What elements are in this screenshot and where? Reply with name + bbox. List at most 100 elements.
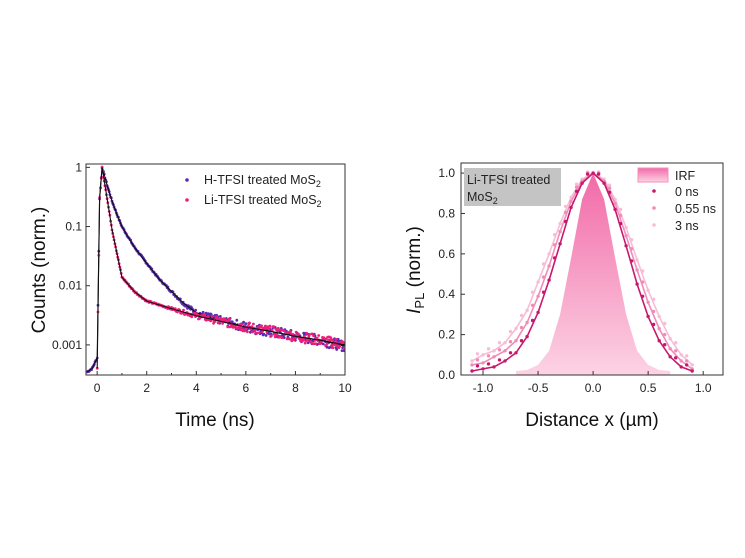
data-point [240,322,243,326]
data-point [663,332,667,337]
annotation-line2: MoS2 [467,190,498,206]
data-point [475,352,480,356]
data-point [618,213,623,218]
y-tick-label: 0.01 [59,279,83,293]
y-tick-label: 0.001 [52,338,82,352]
data-point [267,332,271,336]
axes-frame [85,163,346,376]
data-point [270,328,274,332]
data-point [330,344,333,348]
data-point [288,337,291,341]
x-tick-label: -1.0 [473,381,494,395]
data-point [624,244,628,248]
data-point [329,336,333,339]
data-point [574,189,579,193]
data-point [635,258,639,262]
data-point [530,290,535,294]
data-point [497,358,502,362]
data-point [297,332,300,336]
y-tick-label: 0.1 [65,220,82,234]
legend-marker-0ns [652,189,656,193]
data-point [201,310,205,314]
data-point [203,313,207,317]
data-point [640,269,645,273]
data-point [525,320,529,325]
profile-chart: -1.0 -0.5 0.0 0.5 1.0 0.0 0.2 0.4 0.6 0.8 1.0 [438,162,724,395]
data-point [503,359,507,363]
data-point [342,347,345,351]
legend-marker-055ns [652,206,656,210]
data-point [541,290,546,294]
data-point [624,225,628,230]
plot-area [470,170,694,375]
data-point [333,343,337,347]
data-point [646,288,650,292]
data-point [318,342,322,345]
data-point [503,349,507,353]
data-point [563,219,568,224]
data-point [306,341,310,345]
decay-chart: 0 2 4 6 8 10 0.001 0.01 0.1 1 [52,160,352,395]
data-point [580,181,584,185]
x-tick-label: 4 [193,381,200,395]
legend-label-3ns: 3 ns [675,219,699,233]
data-point [276,329,279,333]
data-point [492,365,496,369]
data-point [315,336,319,340]
data-point [563,204,568,209]
data-point [250,325,254,329]
data-point [514,351,518,355]
data-point [486,347,491,351]
data-point [552,243,557,247]
data-point [690,369,694,373]
data-point [547,252,551,256]
data-point [475,358,480,362]
data-point [194,308,198,312]
data-point [211,314,215,318]
y-tick-label: 1.0 [438,166,455,180]
data-point [651,309,656,314]
data-point [663,343,667,347]
data-point [331,346,335,350]
data-point [330,338,334,342]
data-point [690,363,694,367]
data-point [325,342,329,346]
data-point [261,330,264,333]
y-tick-label: 0.2 [438,328,455,342]
data-point [618,207,623,212]
data-point [663,321,667,326]
data-point [613,201,617,206]
data-point [685,363,689,367]
data-point [519,339,524,343]
data-point [470,359,474,363]
data-point [328,338,332,342]
data-point [629,238,634,242]
data-point [629,247,634,251]
data-point [272,325,276,329]
data-point [530,303,535,307]
data-point [668,347,672,351]
data-point [238,325,242,329]
data-point [563,210,568,215]
data-point [519,325,524,330]
legend-label-h-tfsi: H-TFSI treated MoS2 [204,173,321,189]
annotation-box [464,168,561,206]
data-point [226,325,230,329]
data-point [264,324,267,328]
legend-label-irf: IRF [675,169,696,183]
data-point [273,335,277,339]
data-point [302,338,306,342]
data-point [264,334,268,337]
data-point [312,334,315,338]
data-point [492,349,496,353]
data-point [227,317,231,321]
axes-frame [460,162,724,376]
data-point [679,359,683,363]
data-point [228,325,232,329]
data-point [282,329,286,333]
legend-marker-3ns [652,223,656,227]
data-point [552,256,557,260]
data-point [270,334,273,338]
data-point [294,330,298,334]
data-point [215,317,219,320]
